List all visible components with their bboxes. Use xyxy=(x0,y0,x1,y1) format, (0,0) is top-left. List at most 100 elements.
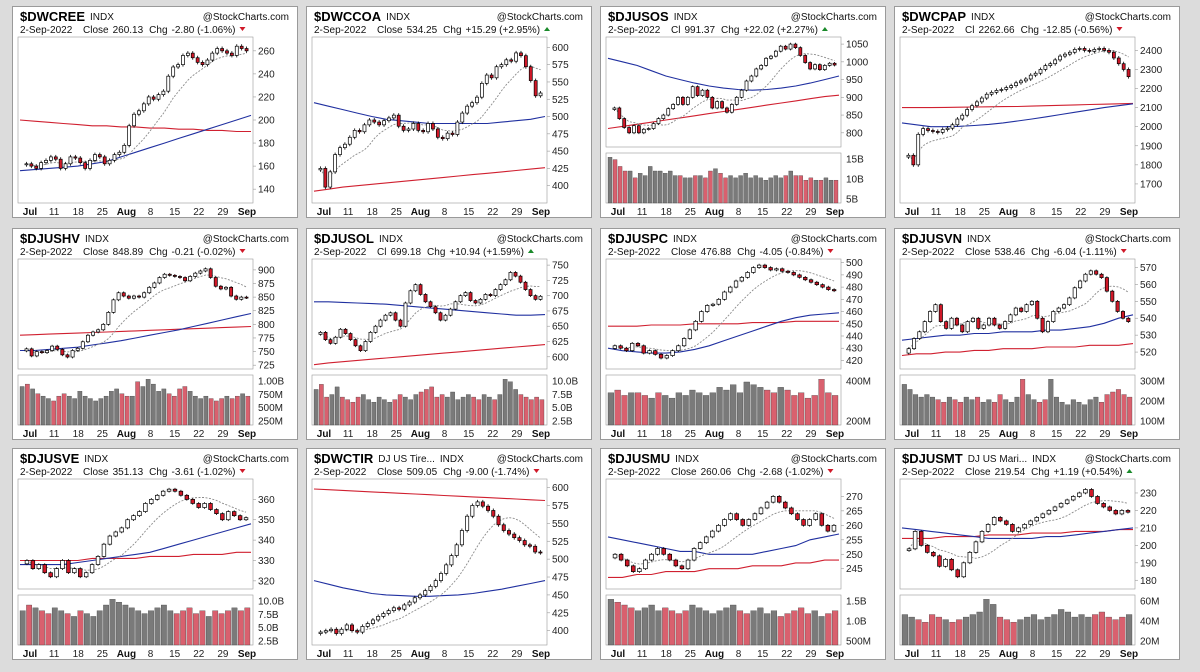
price-label: Close xyxy=(83,247,109,258)
candle xyxy=(1126,69,1131,78)
date-label: 2-Sep-2022 xyxy=(902,467,955,478)
volume-tick-label: 5.0B xyxy=(552,403,573,414)
candle xyxy=(243,517,249,521)
candle xyxy=(749,75,754,82)
candle xyxy=(156,94,161,100)
candle xyxy=(1097,48,1102,50)
volume-tick-label: 60M xyxy=(1140,597,1159,608)
y-tick-label: 800 xyxy=(846,128,863,139)
y-tick-label: 475 xyxy=(552,129,569,140)
volume-bar xyxy=(617,166,623,204)
candle xyxy=(949,317,954,329)
x-tick-label: 25 xyxy=(685,429,697,440)
ma-mid-line xyxy=(901,103,1134,128)
y-tick-label: 420 xyxy=(846,356,863,367)
volume-bar xyxy=(39,610,45,646)
volume-bar xyxy=(702,610,710,646)
down-arrow-icon xyxy=(239,27,246,31)
candle xyxy=(121,292,126,297)
candle xyxy=(984,93,989,99)
volume-bar xyxy=(813,179,819,204)
down-arrow-icon xyxy=(533,469,540,473)
candle xyxy=(489,74,494,79)
volume-bar xyxy=(791,395,798,426)
candle xyxy=(1048,63,1053,66)
watermark-label: @StockCharts.com xyxy=(791,234,877,245)
volume-bar xyxy=(668,170,673,204)
x-tick-label: 8 xyxy=(442,207,448,218)
change-value: -6.04 (-1.11%) xyxy=(1054,247,1117,258)
chart-svg: $DJUSMT DJ US Mari... INDX @StockCharts.com… xyxy=(899,451,1171,660)
candle xyxy=(935,131,940,133)
volume-bar xyxy=(502,379,508,426)
candle xyxy=(831,289,837,292)
x-tick-label: 8 xyxy=(148,649,154,660)
change-value: -4.05 (-0.84%) xyxy=(760,247,824,258)
candle xyxy=(1062,304,1067,309)
candle xyxy=(783,501,788,509)
volume-bar xyxy=(64,613,71,646)
volume-bar xyxy=(736,610,744,646)
candle xyxy=(215,48,220,54)
volume-bar xyxy=(1085,616,1092,646)
candle xyxy=(122,145,127,153)
x-tick-label: 29 xyxy=(511,429,523,440)
volume-bar xyxy=(908,616,915,646)
volume-bar xyxy=(1014,396,1020,426)
candle xyxy=(458,295,463,303)
candle xyxy=(244,48,249,52)
candle xyxy=(416,123,421,131)
volume-bar xyxy=(46,398,51,426)
candle xyxy=(911,154,916,166)
watermark-label: @StockCharts.com xyxy=(497,454,583,465)
volume-bar xyxy=(1003,619,1010,646)
down-arrow-icon xyxy=(827,469,834,473)
volume-bar xyxy=(193,613,199,646)
candle xyxy=(220,513,225,521)
candle xyxy=(538,92,543,97)
volume-bar xyxy=(907,389,913,426)
candle xyxy=(498,284,503,290)
x-tick-label: Aug xyxy=(999,429,1018,440)
ma-mid-line xyxy=(20,523,252,566)
symbol-label: $DWCCOA xyxy=(314,9,382,24)
volume-bar xyxy=(135,381,140,426)
candle xyxy=(101,543,107,557)
x-tick-label: 25 xyxy=(391,207,403,218)
candle xyxy=(137,511,142,517)
candle xyxy=(347,136,352,145)
candle xyxy=(1016,527,1021,532)
x-tick-label: 25 xyxy=(97,429,109,440)
x-tick-label: 29 xyxy=(1099,207,1111,218)
candle xyxy=(50,345,55,351)
x-tick-label: 11 xyxy=(49,207,60,218)
y-tick-label: 450 xyxy=(846,319,863,330)
x-tick-label: 29 xyxy=(217,649,229,660)
candle xyxy=(716,524,721,532)
candle xyxy=(83,162,88,169)
watermark-label: @StockCharts.com xyxy=(203,12,289,23)
x-tick-label: Aug xyxy=(411,429,430,440)
volume-bar xyxy=(350,401,356,426)
price-plot-frame xyxy=(899,258,1136,370)
candle xyxy=(372,119,377,123)
candle xyxy=(83,572,89,578)
candle xyxy=(989,91,994,95)
volume-bar xyxy=(628,607,635,646)
candle xyxy=(1019,307,1024,312)
y-tick-label: 180 xyxy=(1140,576,1157,587)
x-tick-label: 18 xyxy=(955,649,967,660)
ma-mid-line xyxy=(313,102,546,125)
volume-bar xyxy=(529,399,534,426)
x-tick-label: 22 xyxy=(193,649,205,660)
volume-bar xyxy=(963,396,969,426)
candle xyxy=(167,273,172,276)
candle xyxy=(691,548,697,561)
candle xyxy=(24,348,29,352)
volume-bar xyxy=(98,398,104,426)
y-tick-label: 525 xyxy=(552,95,569,106)
candle xyxy=(1077,492,1082,497)
ma-long-line xyxy=(19,325,252,336)
volume-bar xyxy=(1087,399,1093,426)
candle xyxy=(912,338,917,350)
